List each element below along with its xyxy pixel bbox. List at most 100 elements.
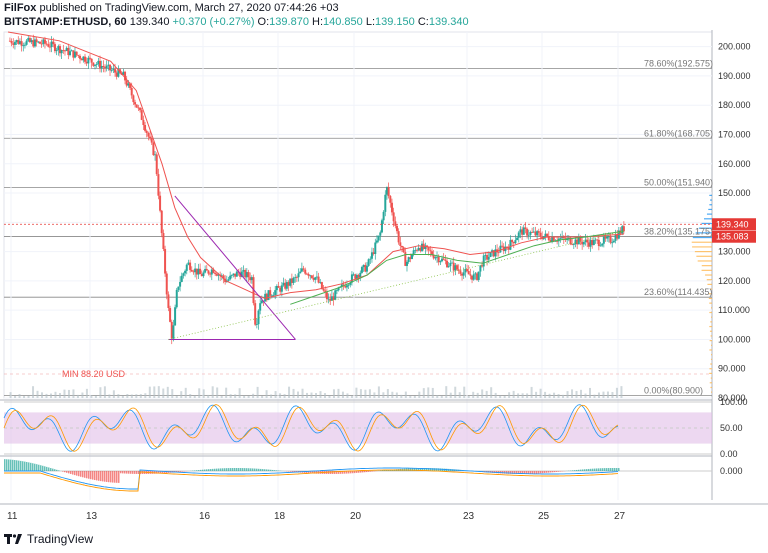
candle-body	[156, 154, 158, 174]
candle-body	[613, 241, 615, 243]
macd-histogram-bar	[618, 468, 620, 471]
macd-histogram-bar	[200, 470, 202, 471]
volume-bar	[544, 392, 546, 398]
volume-bar	[63, 390, 65, 398]
macd-histogram-bar	[226, 468, 228, 471]
macd-histogram-bar	[94, 471, 96, 480]
candle-body	[157, 174, 159, 196]
candle-body	[254, 303, 256, 325]
macd-histogram-bar	[78, 471, 80, 476]
volume-bar	[225, 388, 227, 398]
price-tick-label: 110.000	[718, 305, 750, 315]
triangle-pattern-line[interactable]	[175, 196, 296, 339]
macd-histogram-bar	[368, 471, 370, 472]
macd-histogram-bar	[182, 471, 184, 472]
macd-histogram-bar	[222, 468, 224, 471]
candle-body	[24, 45, 26, 46]
candle-body	[14, 42, 16, 45]
macd-histogram-bar	[20, 461, 22, 471]
symbol-name[interactable]: BITSTAMP:ETHUSD, 60	[4, 16, 127, 28]
candle-body	[394, 221, 396, 226]
candle-body	[318, 277, 320, 283]
candle-body	[600, 246, 602, 247]
volume-bar	[270, 395, 272, 398]
candle-body	[539, 233, 541, 237]
macd-histogram-bar	[556, 471, 558, 472]
volume-bar	[284, 394, 286, 398]
volume-bar	[153, 386, 155, 398]
tradingview-footer[interactable]: TradingView	[4, 530, 93, 548]
macd-histogram-bar	[122, 471, 124, 473]
candle-body	[144, 125, 146, 131]
macd-histogram-bar	[112, 471, 114, 483]
time-tick-label: 27	[614, 511, 626, 522]
candle-body	[478, 272, 480, 280]
price-tick-label: 170.000	[718, 129, 751, 139]
candle-body	[428, 247, 430, 250]
volume-profile-bar	[702, 223, 712, 224]
macd-histogram-bar	[236, 468, 238, 471]
macd-histogram-bar	[356, 471, 358, 473]
macd-histogram-bar	[132, 471, 134, 474]
volume-bar	[351, 396, 353, 398]
macd-histogram-bar	[224, 468, 226, 471]
macd-histogram-bar	[602, 468, 604, 471]
candle-body	[498, 252, 500, 253]
candle-body	[179, 282, 181, 287]
candle-body	[314, 277, 316, 280]
macd-histogram-bar	[578, 470, 580, 471]
macd-histogram-bar	[50, 468, 52, 471]
macd-histogram-bar	[34, 464, 36, 471]
macd-histogram-bar	[548, 471, 550, 473]
candle-body	[389, 196, 391, 203]
volume-profile-bar	[711, 345, 712, 346]
candle-body	[296, 277, 298, 278]
macd-histogram-bar	[240, 468, 242, 471]
volume-bar	[198, 388, 200, 398]
candle-body	[114, 69, 116, 72]
last-price: 139.340	[130, 16, 170, 28]
macd-histogram-bar	[44, 466, 46, 471]
volume-bar	[306, 393, 308, 398]
volume-bar	[378, 386, 380, 398]
author-name[interactable]: FilFox	[4, 2, 36, 14]
footer-brand: TradingView	[27, 532, 93, 546]
macd-histogram-bar	[28, 462, 30, 471]
macd-histogram-bar	[238, 468, 240, 471]
volume-profile-bar	[711, 359, 712, 360]
macd-histogram-bar	[62, 471, 64, 472]
macd-histogram-bar	[592, 469, 594, 471]
macd-histogram-bar	[580, 470, 582, 471]
volume-bar	[387, 389, 389, 398]
volume-profile-bar	[709, 368, 712, 369]
volume-bar	[243, 395, 245, 398]
volume-bar	[441, 396, 443, 398]
macd-histogram-bar	[364, 471, 366, 472]
macd-histogram-bar	[560, 471, 562, 472]
candle-body	[96, 64, 98, 65]
candle-body	[463, 272, 465, 275]
candle-body	[396, 226, 398, 231]
macd-histogram-bar	[8, 459, 10, 471]
volume-bar	[571, 389, 573, 398]
volume-bar	[486, 391, 488, 398]
main-pane-frame	[4, 32, 712, 398]
volume-bar	[585, 394, 587, 398]
volume-bar	[117, 394, 119, 398]
candle-body	[366, 266, 368, 272]
candle-body	[361, 267, 363, 273]
candle-body	[501, 246, 503, 247]
macd-histogram-bar	[54, 469, 56, 471]
volume-bar	[131, 395, 133, 398]
macd-histogram-bar	[232, 468, 234, 471]
volume-profile-bar	[709, 326, 712, 327]
candle-body	[383, 212, 385, 220]
volume-profile-bar	[710, 340, 712, 341]
time-tick-label: 13	[86, 511, 98, 522]
macd-histogram-bar	[128, 471, 130, 474]
candle-body	[524, 227, 526, 228]
volume-bar	[319, 391, 321, 398]
price-chart[interactable]: 200.000190.000180.000170.000160.000150.0…	[0, 30, 768, 530]
volume-profile-bar	[693, 237, 712, 238]
volume-bar	[41, 392, 43, 398]
